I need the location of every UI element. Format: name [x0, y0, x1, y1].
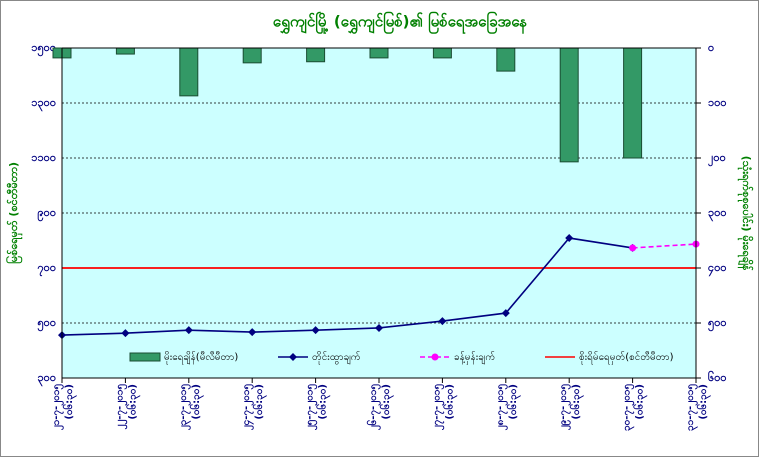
y2-tick-label: ၂၀၀ — [708, 151, 726, 167]
legend-marker — [289, 353, 297, 361]
y2-tick-label: ၅၀၀ — [708, 316, 727, 332]
legend-label: တိုင်းထွာချက် — [312, 350, 361, 365]
legend-swatch — [129, 352, 161, 362]
marker — [311, 326, 320, 335]
bar — [432, 47, 452, 59]
bar — [369, 47, 389, 59]
y-tick-label: ၁၁၀၀ — [31, 151, 56, 164]
bar — [115, 47, 135, 55]
bar — [179, 47, 199, 97]
y2-tick-label: ၁၀၀ — [708, 96, 727, 109]
y2-tick-label: ၄၀၀ — [708, 261, 727, 277]
line — [61, 237, 633, 336]
y-tick-label: ၇၀၀ — [37, 261, 56, 277]
y-axis-label: မြစ်ရေမှတ် (စင်တီမီတာ) — [5, 162, 23, 264]
x-tick-label: ၃၁-၇-၂၀၁၅ — [685, 384, 699, 431]
x-tick-label: (၀၆:၃၀) — [442, 384, 458, 420]
legend-label: ခန့်မှန်းချက် — [454, 350, 495, 365]
bar — [496, 47, 516, 72]
line — [632, 243, 697, 249]
x-tick-label: (၀၆:၃၀) — [316, 384, 332, 420]
y2-tick-label: ၀ — [708, 41, 714, 54]
y-tick-label: ၉၀၀ — [37, 206, 56, 222]
bar — [306, 47, 326, 63]
x-tick-label: ၂၉-၇-၂၀၁၅ — [558, 384, 572, 430]
x-tick-label: (၀၆:၃၀) — [696, 384, 712, 420]
x-tick-label: ၂၇-၇-၂၀၁၅ — [431, 384, 445, 430]
x-tick-label: ၂၁-၇-၂၀၁၅ — [51, 384, 65, 430]
bar — [242, 47, 262, 64]
x-tick-label: ၂၄-၇-၂၀၁၅ — [241, 384, 255, 430]
legend-marker — [431, 353, 439, 361]
x-tick-label: ၂၂-၇-၂၀၁၅ — [114, 384, 128, 430]
y-tick-label: ၃၀၀ — [37, 371, 56, 387]
x-tick-label: (၀၆:၃၀) — [125, 384, 141, 420]
marker — [565, 234, 574, 243]
y2-axis-label: (သုံးရက်စုစုပေါင်း) မိုးရေချိန် — [737, 156, 754, 272]
bar — [623, 47, 643, 159]
marker — [184, 326, 193, 335]
x-tick-label: ၂၅-၇-၂၀၁၅ — [305, 384, 319, 430]
marker — [121, 329, 130, 338]
marker — [501, 309, 510, 318]
y2-tick-label: ၃၀၀ — [708, 206, 727, 222]
y-tick-label: ၁၃၀၀ — [31, 96, 56, 112]
x-tick-label: ၂၆-၇-၂၀၁၅ — [366, 384, 382, 430]
marker — [248, 328, 257, 337]
x-tick-label: ၂၈-၇-၂၀၁၅ — [495, 384, 509, 430]
marker — [629, 244, 637, 252]
x-tick-label: (၀၆:၃၀) — [379, 384, 395, 420]
x-tick-label: (၀၆:၃၀) — [569, 384, 585, 420]
marker — [438, 317, 447, 326]
x-tick-label: (၀၆:၃၀) — [506, 384, 522, 420]
marker — [375, 323, 383, 332]
x-tick-label: (၀၆:၃၀) — [252, 384, 268, 420]
bar — [559, 47, 579, 163]
y-tick-label: ၁၅၀၀ — [31, 41, 56, 57]
x-tick-label: ၂၃-၇-၂၀၁၅ — [178, 384, 192, 430]
x-tick-label: (၀၆:၃၀) — [62, 384, 78, 420]
y2-tick-label: ၆၀၀ — [708, 371, 727, 384]
x-tick-label: (၀၆:၃၀) — [633, 384, 649, 420]
legend-label: စိုးရိမ်ရေမှတ်(စင်တီမီတာ) — [579, 350, 674, 365]
legend-label: မိုးရေချိန်(မီလီမီတာ) — [164, 350, 238, 365]
y-tick-label: ၅၀၀ — [37, 316, 56, 332]
x-tick-label: ၃၀-၇-၂၀၁၅ — [622, 384, 636, 431]
x-tick-label: (၀၆:၃၀) — [189, 384, 205, 420]
